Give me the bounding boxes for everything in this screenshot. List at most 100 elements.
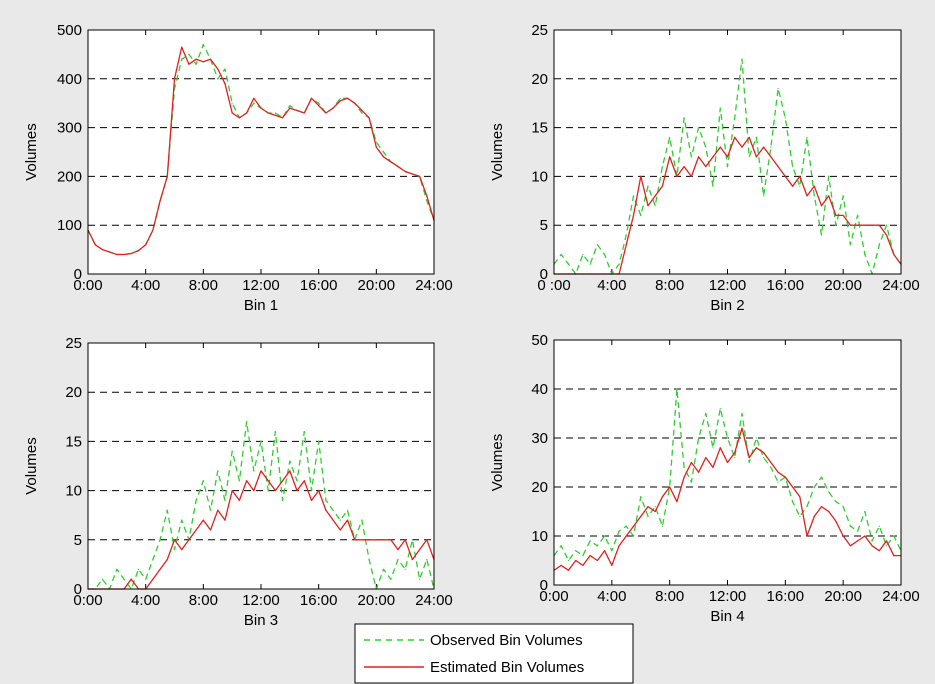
data-point-estimated bbox=[705, 457, 707, 459]
data-point-estimated bbox=[661, 185, 664, 187]
data-point-observed bbox=[835, 224, 837, 226]
data-point-estimated bbox=[813, 515, 815, 518]
data-point-observed bbox=[582, 555, 584, 557]
data-point-estimated bbox=[878, 550, 880, 552]
data-point-estimated bbox=[741, 427, 743, 429]
x-tick-label: 16:00 bbox=[300, 277, 338, 294]
x-tick-label: 0:00 bbox=[73, 277, 102, 294]
y-tick-label: 10 bbox=[531, 528, 548, 545]
data-point-estimated bbox=[893, 253, 895, 256]
data-point-estimated bbox=[835, 520, 837, 522]
y-tick-label: 50 bbox=[531, 332, 548, 349]
data-point-observed bbox=[734, 117, 736, 119]
y-tick-label: 25 bbox=[531, 22, 548, 39]
data-point-observed bbox=[217, 470, 219, 472]
data-point-observed bbox=[661, 525, 664, 527]
data-point-estimated bbox=[625, 244, 627, 246]
data-point-observed bbox=[726, 437, 729, 439]
data-point-estimated bbox=[145, 244, 147, 246]
data-point-estimated bbox=[339, 100, 341, 102]
data-point-observed bbox=[339, 97, 341, 99]
data-point-observed bbox=[712, 447, 714, 449]
data-point-estimated bbox=[411, 558, 413, 561]
data-point-estimated bbox=[596, 559, 598, 562]
data-point-estimated bbox=[734, 136, 736, 138]
data-point-estimated bbox=[654, 510, 656, 513]
x-tick-label: 12:00 bbox=[242, 277, 280, 294]
data-point-observed bbox=[857, 530, 859, 532]
data-point-observed bbox=[763, 195, 765, 197]
data-point-observed bbox=[748, 461, 750, 464]
data-point-observed bbox=[669, 136, 671, 138]
data-point-estimated bbox=[748, 457, 750, 459]
y-axis-title: Volumes bbox=[489, 123, 506, 181]
panel-bin-2: 0 5 10 15 20 25 0 :00 4:00 8:00 12:00 16:00 20:00 24… bbox=[489, 22, 920, 314]
x-axis-title: Bin 1 bbox=[244, 297, 278, 314]
data-point-estimated bbox=[397, 549, 399, 551]
data-point-observed bbox=[719, 107, 721, 109]
data-point-observed bbox=[397, 558, 399, 561]
data-point-estimated bbox=[296, 109, 298, 112]
data-point-estimated bbox=[871, 224, 873, 226]
data-point-observed bbox=[864, 253, 866, 256]
data-point-estimated bbox=[209, 58, 212, 60]
data-point-observed bbox=[289, 105, 291, 107]
data-point-observed bbox=[332, 509, 334, 511]
data-point-estimated bbox=[712, 466, 714, 468]
data-point-estimated bbox=[260, 470, 262, 472]
data-point-observed bbox=[181, 519, 183, 521]
data-point-estimated bbox=[310, 97, 313, 99]
data-point-estimated bbox=[418, 549, 421, 551]
data-point-estimated bbox=[625, 535, 627, 537]
y-tick-label: 20 bbox=[65, 384, 82, 401]
data-point-observed bbox=[390, 578, 392, 580]
y-tick-label: 20 bbox=[531, 479, 548, 496]
data-point-observed bbox=[806, 136, 808, 138]
data-point-observed bbox=[842, 506, 844, 508]
panel-bin-3: 0 5 10 15 20 25 0:00 4:00 8:00 12:00 16:00 20:00 24:… bbox=[23, 335, 453, 629]
y-tick-label: 0 bbox=[74, 581, 82, 598]
data-point-estimated bbox=[238, 499, 240, 502]
data-point-estimated bbox=[647, 506, 649, 508]
data-point-estimated bbox=[404, 170, 406, 173]
data-point-estimated bbox=[152, 578, 154, 580]
data-point-estimated bbox=[864, 224, 866, 226]
data-point-observed bbox=[209, 509, 212, 511]
data-point-estimated bbox=[274, 490, 277, 492]
data-point-observed bbox=[224, 68, 226, 70]
y-tick-label: 30 bbox=[531, 430, 548, 447]
data-point-estimated bbox=[166, 558, 168, 561]
data-point-estimated bbox=[267, 480, 269, 482]
y-tick-label: 20 bbox=[531, 71, 548, 88]
data-point-estimated bbox=[375, 146, 377, 148]
data-point-observed bbox=[763, 457, 765, 459]
data-point-estimated bbox=[799, 496, 801, 498]
y-tick-label: 0 bbox=[540, 266, 548, 283]
data-point-estimated bbox=[325, 509, 327, 511]
data-point-estimated bbox=[354, 102, 356, 104]
data-point-observed bbox=[799, 515, 801, 518]
data-point-observed bbox=[741, 412, 743, 415]
data-point-observed bbox=[195, 63, 197, 65]
data-point-estimated bbox=[253, 97, 255, 99]
data-point-observed bbox=[202, 480, 204, 482]
data-point-estimated bbox=[697, 471, 700, 473]
y-tick-label: 200 bbox=[57, 168, 82, 185]
data-point-observed bbox=[274, 430, 277, 433]
data-point-observed bbox=[784, 117, 786, 119]
data-point-observed bbox=[683, 466, 685, 468]
data-point-estimated bbox=[260, 107, 262, 109]
data-point-estimated bbox=[404, 539, 406, 541]
data-point-observed bbox=[231, 102, 233, 104]
data-point-estimated bbox=[195, 58, 197, 60]
data-point-estimated bbox=[382, 156, 385, 158]
y-tick-label: 40 bbox=[531, 381, 548, 398]
data-point-estimated bbox=[303, 480, 305, 482]
data-point-estimated bbox=[368, 539, 370, 541]
data-point-observed bbox=[734, 457, 736, 459]
data-point-estimated bbox=[318, 490, 320, 492]
data-point-estimated bbox=[604, 550, 606, 552]
data-point-estimated bbox=[828, 510, 830, 513]
data-point-estimated bbox=[726, 156, 729, 158]
data-point-observed bbox=[690, 156, 692, 158]
